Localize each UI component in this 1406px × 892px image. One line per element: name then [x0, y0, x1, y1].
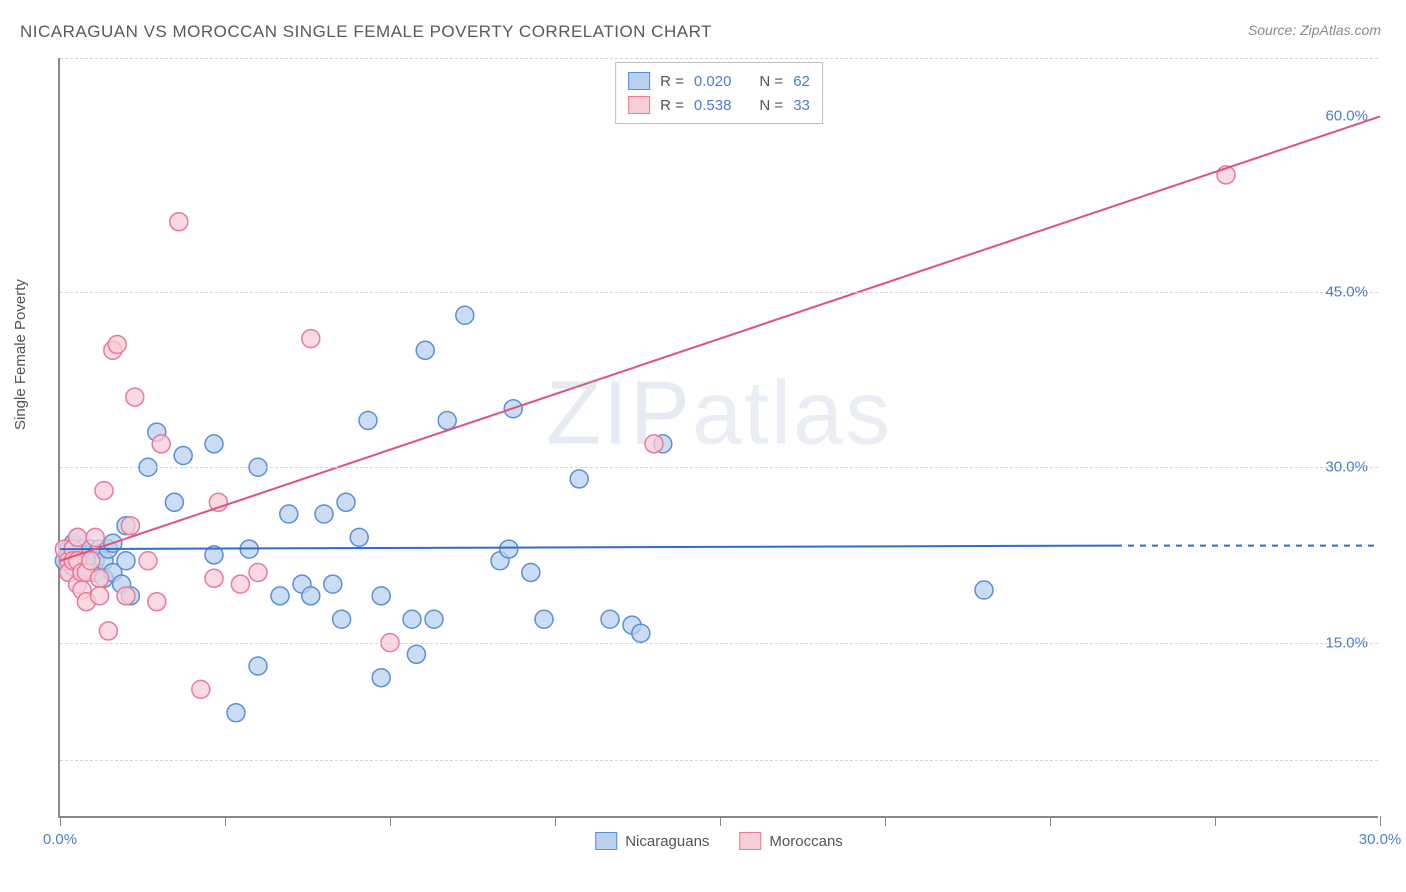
scatter-point: [95, 482, 113, 500]
scatter-point: [522, 563, 540, 581]
n-label: N =: [759, 97, 783, 114]
scatter-point: [500, 540, 518, 558]
gridline: [60, 58, 1378, 59]
r-value-moroccans: 0.538: [694, 97, 732, 114]
scatter-point: [359, 411, 377, 429]
gridline: [60, 467, 1378, 468]
scatter-point: [403, 610, 421, 628]
y-tick-label: 45.0%: [1325, 283, 1368, 300]
x-tick: [390, 816, 391, 826]
scatter-point: [249, 657, 267, 675]
x-tick: [1215, 816, 1216, 826]
r-value-nicaraguans: 0.020: [694, 73, 732, 90]
scatter-point: [170, 213, 188, 231]
scatter-point: [324, 575, 342, 593]
y-tick-label: 30.0%: [1325, 459, 1368, 476]
scatter-point: [438, 411, 456, 429]
chart-title: NICARAGUAN VS MOROCCAN SINGLE FEMALE POV…: [20, 22, 712, 42]
gridline: [60, 760, 1378, 761]
x-tick-label: 30.0%: [1359, 831, 1402, 848]
legend-item-nicaraguans: Nicaraguans: [595, 832, 709, 850]
scatter-point: [126, 388, 144, 406]
legend-row-nicaraguans: R = 0.020 N = 62: [628, 69, 810, 93]
chart-container: NICARAGUAN VS MOROCCAN SINGLE FEMALE POV…: [0, 0, 1406, 892]
scatter-point: [117, 552, 135, 570]
r-label: R =: [660, 97, 684, 114]
x-tick: [885, 816, 886, 826]
plot-svg: [60, 58, 1378, 816]
scatter-point: [91, 569, 109, 587]
gridline: [60, 292, 1378, 293]
scatter-point: [69, 528, 87, 546]
scatter-point: [302, 330, 320, 348]
trend-line: [60, 116, 1380, 560]
scatter-point: [333, 610, 351, 628]
scatter-point: [99, 622, 117, 640]
x-tick: [720, 816, 721, 826]
scatter-point: [249, 563, 267, 581]
y-tick-label: 15.0%: [1325, 634, 1368, 651]
legend-label-nicaraguans: Nicaraguans: [625, 833, 709, 850]
x-tick-label: 0.0%: [43, 831, 77, 848]
scatter-point: [372, 669, 390, 687]
legend-item-moroccans: Moroccans: [739, 832, 842, 850]
scatter-point: [91, 587, 109, 605]
scatter-point: [570, 470, 588, 488]
scatter-point: [601, 610, 619, 628]
scatter-point: [139, 552, 157, 570]
scatter-point: [152, 435, 170, 453]
scatter-point: [108, 335, 126, 353]
n-value-nicaraguans: 62: [793, 73, 810, 90]
gridline: [60, 643, 1378, 644]
plot-area: ZIPatlas R = 0.020 N = 62 R = 0.538 N = …: [58, 58, 1378, 818]
y-axis-label: Single Female Poverty: [12, 279, 29, 430]
scatter-point: [148, 593, 166, 611]
scatter-point: [337, 493, 355, 511]
n-value-moroccans: 33: [793, 97, 810, 114]
scatter-point: [425, 610, 443, 628]
scatter-point: [350, 528, 368, 546]
scatter-point: [535, 610, 553, 628]
x-tick: [1050, 816, 1051, 826]
swatch-nicaraguans-bottom: [595, 832, 617, 850]
scatter-point: [231, 575, 249, 593]
scatter-point: [302, 587, 320, 605]
x-tick: [225, 816, 226, 826]
r-label: R =: [660, 73, 684, 90]
scatter-point: [121, 517, 139, 535]
x-tick: [555, 816, 556, 826]
legend-label-moroccans: Moroccans: [769, 833, 842, 850]
scatter-point: [975, 581, 993, 599]
scatter-point: [205, 435, 223, 453]
scatter-point: [165, 493, 183, 511]
scatter-point: [192, 680, 210, 698]
scatter-point: [372, 587, 390, 605]
scatter-point: [86, 528, 104, 546]
legend-series: Nicaraguans Moroccans: [595, 832, 843, 850]
x-tick: [60, 816, 61, 826]
n-label: N =: [759, 73, 783, 90]
scatter-point: [174, 447, 192, 465]
scatter-point: [117, 587, 135, 605]
swatch-nicaraguans: [628, 72, 650, 90]
scatter-point: [645, 435, 663, 453]
scatter-point: [271, 587, 289, 605]
scatter-point: [315, 505, 333, 523]
scatter-point: [205, 569, 223, 587]
source-label: Source: ZipAtlas.com: [1248, 22, 1381, 38]
legend-row-moroccans: R = 0.538 N = 33: [628, 93, 810, 117]
scatter-point: [82, 552, 100, 570]
scatter-point: [407, 645, 425, 663]
scatter-point: [280, 505, 298, 523]
swatch-moroccans-bottom: [739, 832, 761, 850]
scatter-point: [632, 624, 650, 642]
scatter-point: [456, 306, 474, 324]
y-tick-label: 60.0%: [1325, 108, 1368, 125]
swatch-moroccans: [628, 96, 650, 114]
legend-correlation: R = 0.020 N = 62 R = 0.538 N = 33: [615, 62, 823, 124]
scatter-point: [227, 704, 245, 722]
x-tick: [1380, 816, 1381, 826]
scatter-point: [416, 341, 434, 359]
